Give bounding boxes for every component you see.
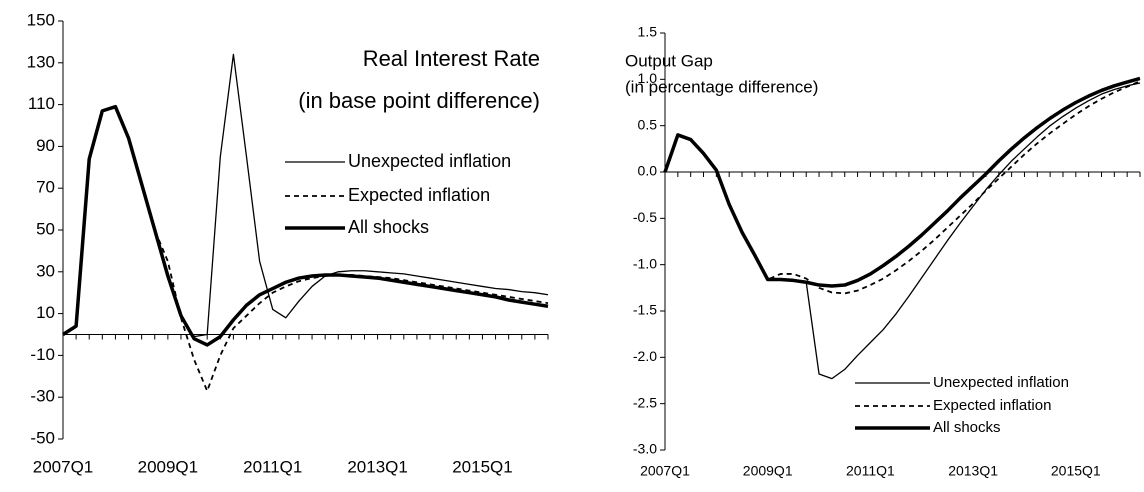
series-line [664,82,1141,380]
legend-label: Unexpected inflation [348,151,511,171]
y-tick-label: -10 [30,345,55,364]
y-tick-label: 50 [36,219,55,238]
chart-title: Output Gap [625,51,713,70]
y-tick-label: 10 [36,303,55,322]
y-tick-label: 0.5 [638,116,658,132]
y-tick-label: -0.5 [633,209,657,225]
x-tick-label: 2015Q1 [452,457,513,476]
y-tick-label: -2.0 [633,348,657,364]
y-tick-label: -1.0 [633,255,657,271]
x-tick-label: 2011Q1 [243,457,302,476]
y-tick-label: 110 [28,94,55,113]
y-tick-label: -3.0 [633,441,657,457]
y-tick-label: 1.5 [638,24,658,40]
y-tick-label: -50 [30,428,55,447]
legend-label: Expected inflation [933,397,1051,414]
series-line [62,104,549,347]
x-tick-label: 2013Q1 [948,463,998,479]
x-tick-label: 2015Q1 [1051,463,1101,479]
y-tick-label: 130 [27,52,55,71]
chart-subtitle: (in base point difference) [298,88,540,113]
legend-label: All shocks [933,419,1001,436]
chart-title: Real Interest Rate [363,46,540,71]
y-tick-label: 90 [36,136,55,155]
y-tick-label: -2.5 [633,394,657,410]
y-tick-label: 0.0 [638,163,658,179]
x-tick-label: 2009Q1 [138,457,199,476]
series-line [62,105,549,392]
x-tick-label: 2009Q1 [743,463,793,479]
chart-subtitle: (in percentage difference) [625,77,818,96]
legend-label: All shocks [348,217,429,237]
y-tick-label: 70 [36,178,55,197]
legend-label: Unexpected inflation [933,374,1069,391]
x-tick-label: 2013Q1 [347,457,408,476]
x-tick-label: 2007Q1 [33,457,94,476]
legend-label: Expected inflation [348,185,490,205]
y-tick-label: 150 [27,10,55,29]
y-tick-label: 1.0 [638,70,658,86]
y-tick-label: 30 [36,261,55,280]
x-tick-label: 2007Q1 [640,463,690,479]
y-tick-label: -30 [30,387,55,406]
x-tick-label: 2011Q1 [846,463,895,479]
series-line [663,76,1141,288]
y-tick-label: -1.5 [633,302,657,318]
